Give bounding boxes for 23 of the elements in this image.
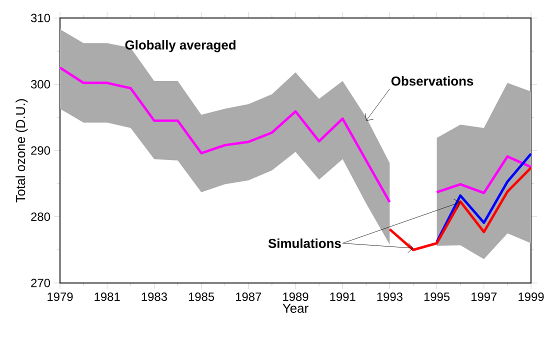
x-tick-label: 1981 (94, 292, 120, 301)
x-axis-title: Year (282, 304, 308, 313)
line-series (436, 152, 532, 244)
y-tick-label: 310 (30, 14, 50, 22)
x-tick-label: 1991 (330, 292, 356, 301)
x-tick-label: 1979 (48, 292, 73, 301)
x-tick-label: 1999 (518, 292, 544, 301)
annotation: Observations (391, 76, 474, 86)
line-series (388, 166, 532, 252)
x-tick-label: 1987 (236, 292, 262, 301)
y-axis-title: Total ozone (D.U.) (16, 99, 28, 202)
x-tick-label: 1997 (472, 292, 497, 301)
y-tick-label: 290 (31, 146, 50, 155)
x-tick-label: 1995 (424, 292, 450, 301)
y-tick-label: 280 (31, 212, 50, 221)
annotation: Globally averaged (125, 40, 236, 52)
y-tick-label: 270 (31, 278, 50, 288)
x-tick-label: 1985 (188, 292, 214, 301)
x-tick-label: 1983 (142, 292, 167, 301)
annotation: Simulations (268, 238, 341, 248)
x-tick-label: 1993 (377, 292, 402, 301)
x-tick-label: 1989 (283, 292, 308, 301)
y-tick-label: 300 (30, 80, 50, 88)
